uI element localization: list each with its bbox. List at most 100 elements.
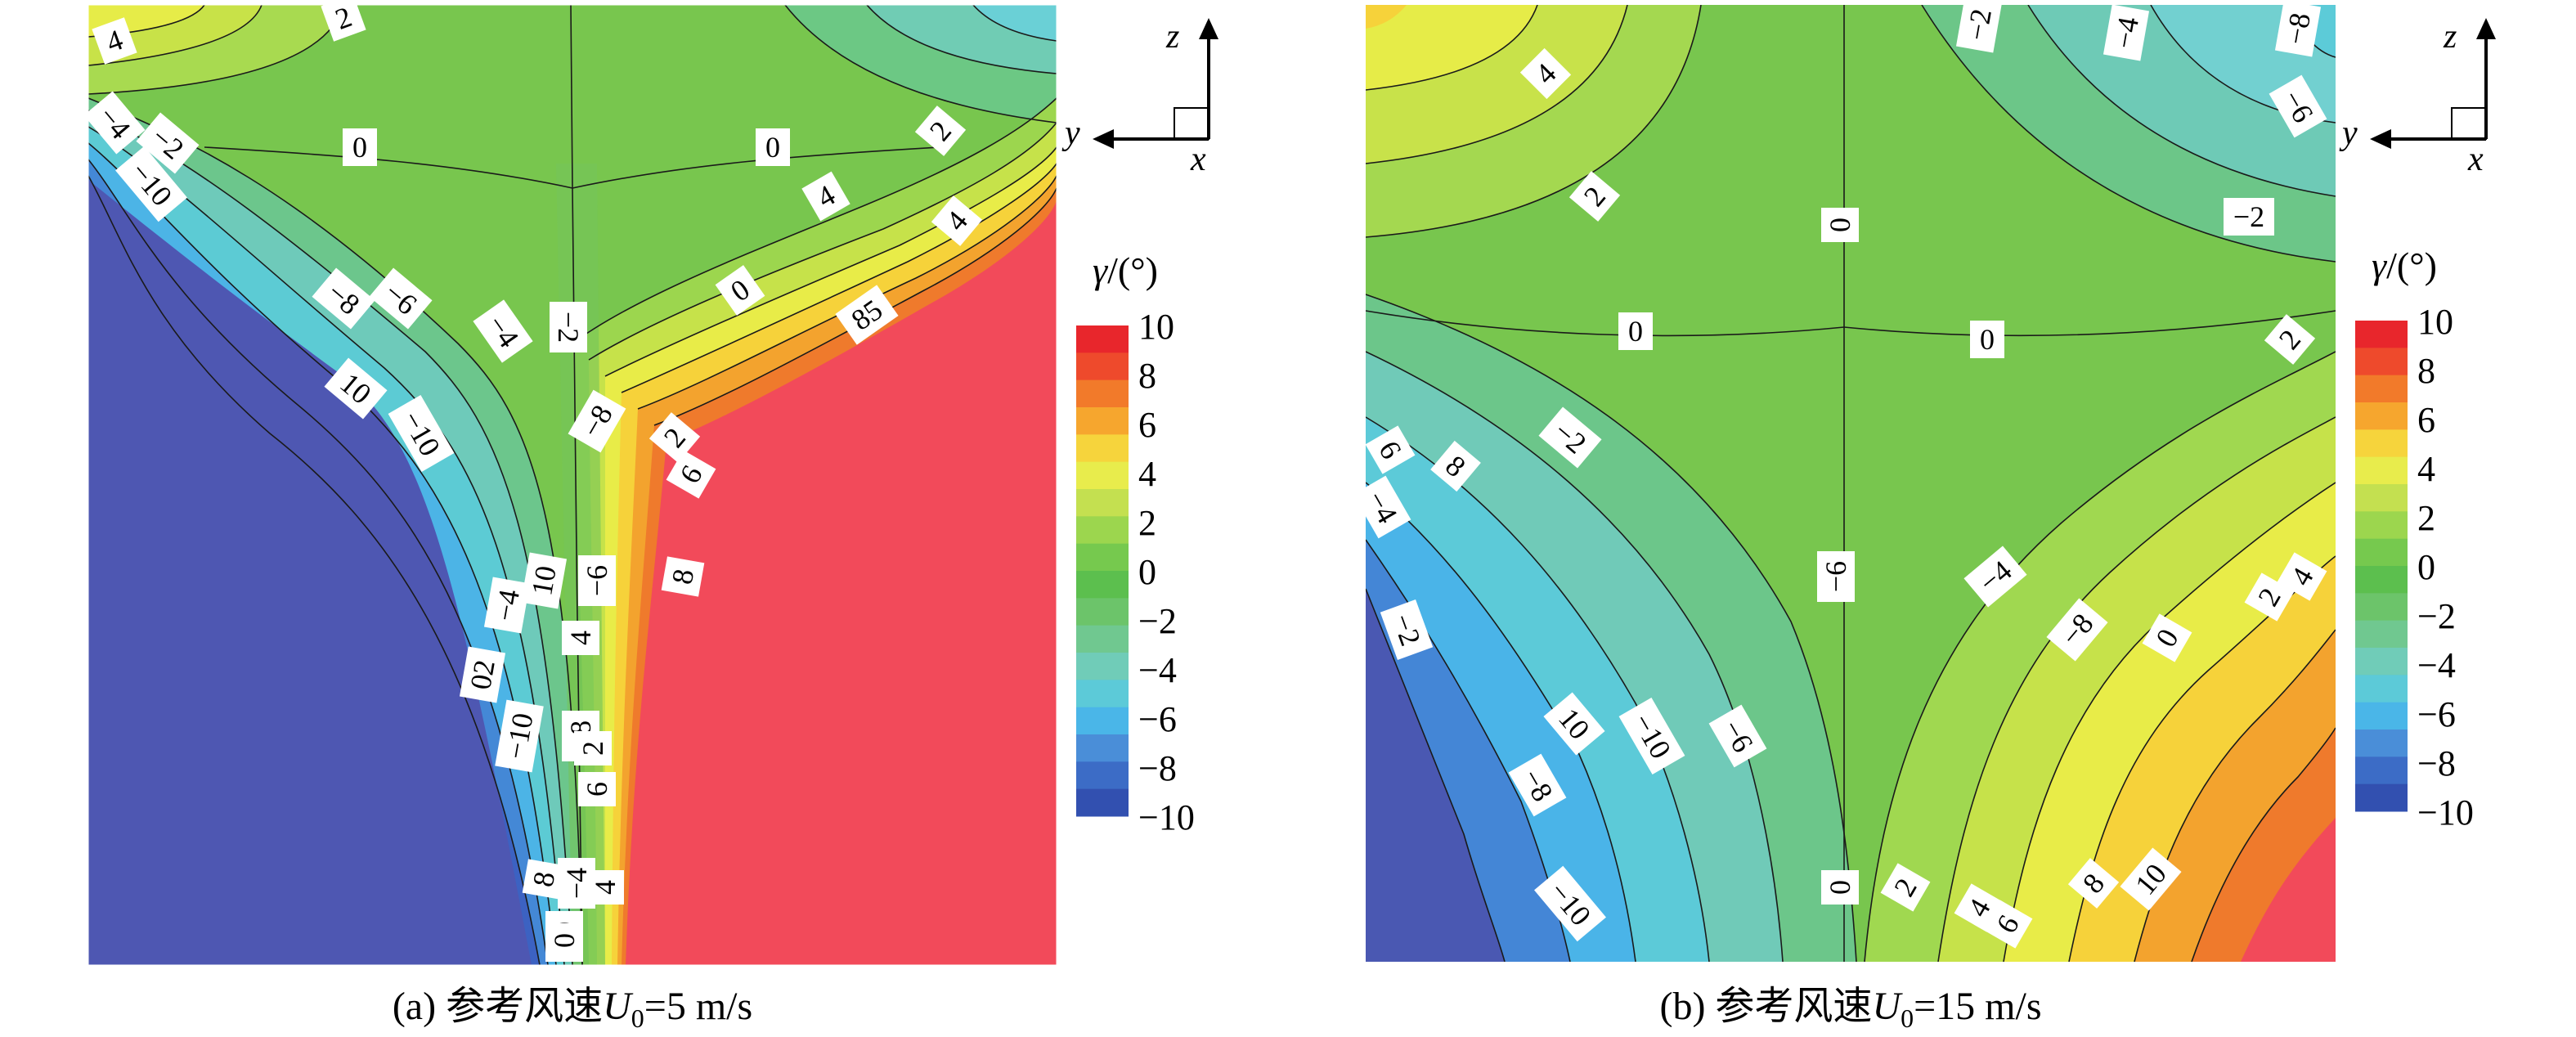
colorbar-a: 10 8 6 4 2 0 −2 −4 −6 −8 −10 γ/(°)	[1076, 249, 1195, 837]
contour-label: 4	[92, 17, 137, 65]
contour-label-text: 0	[1628, 315, 1643, 348]
contour-label: 2	[1568, 171, 1621, 222]
colorbar-tick-label: 2	[1138, 503, 1156, 543]
colorbar-swatch	[2355, 648, 2408, 676]
colorbar-tick-label: −10	[2417, 792, 2474, 833]
contour-label: −6	[1817, 551, 1855, 602]
colorbar-tick-label: −4	[1138, 650, 1177, 690]
contour-label: 8	[2067, 858, 2120, 909]
colorbar-swatch	[1076, 788, 1129, 817]
contour-label-text: −2	[552, 312, 585, 343]
axis-label-y: y	[1061, 114, 1080, 152]
colorbar-swatch	[2355, 456, 2408, 485]
colorbar-tick-label: 4	[1138, 454, 1156, 494]
axis-label-z: z	[1165, 18, 1179, 56]
colorbar-swatch	[2355, 375, 2408, 403]
contour-label-text: −2	[1960, 7, 1998, 43]
colorbar-swatch	[2355, 675, 2408, 703]
colorbar-tick-label: 4	[2417, 449, 2435, 489]
contour-label: 0	[1821, 870, 1859, 905]
colorbar-tick-label: 10	[1138, 307, 1174, 347]
caption-b: (b) 参考风速U0=15 m/s	[1659, 985, 2041, 1033]
colorbar-tick-label: 2	[2417, 498, 2435, 538]
contour-label-text: 2	[577, 741, 609, 756]
contour-label: −2	[136, 112, 200, 174]
contour-label: 0	[545, 923, 583, 958]
contour-label: 0	[1821, 208, 1859, 242]
colorbar-swatch	[1076, 625, 1129, 653]
contour-label-text: −6	[581, 565, 613, 596]
contour-label: 0	[1618, 312, 1653, 350]
colorbar-tick-label: −8	[2417, 743, 2456, 783]
contour-label: 4	[2277, 552, 2327, 601]
contour-label: −6	[578, 555, 616, 606]
colorbar-swatch	[2355, 348, 2408, 376]
axis-label-x: x	[2467, 141, 2484, 178]
colorbar-swatch	[2355, 484, 2408, 512]
colorbar-tick-label: 10	[2417, 302, 2453, 342]
colorbar-tick-label: −6	[1138, 699, 1177, 739]
contour-label: 2	[321, 0, 366, 42]
axis-label-y: y	[2339, 114, 2358, 152]
colorbar-swatch	[2355, 702, 2408, 730]
contour-label: −8	[2274, 0, 2322, 57]
contour-label-text: 6	[581, 782, 613, 797]
contour-panel-b	[1366, 5, 2336, 962]
contour-label-text: 0	[352, 131, 367, 164]
contour-label-text: −8	[2279, 11, 2317, 47]
colorbar-tick-label: −2	[1138, 601, 1177, 641]
caption-a: (a) 参考风速U0=5 m/s	[393, 985, 752, 1033]
contour-label-text: 0	[1824, 880, 1856, 895]
contour-label: 0	[343, 128, 377, 166]
axis-label-z: z	[2443, 18, 2457, 56]
colorbar-swatch	[1076, 434, 1129, 463]
colorbar-tick-label: −2	[2417, 596, 2456, 636]
contour-label: 6	[578, 772, 616, 806]
contour-label: 2	[648, 412, 701, 463]
colorbar-tick-label: −8	[1138, 748, 1177, 788]
colorbar-swatch	[2355, 402, 2408, 430]
colorbar-swatch	[1076, 489, 1129, 517]
contour-label: −4	[83, 91, 146, 155]
colorbar-tick-label: 6	[2417, 400, 2435, 440]
contour-label-text: −6	[1820, 561, 1852, 592]
contour-label-text: 4	[564, 631, 597, 645]
colorbar-tick-label: 6	[1138, 405, 1156, 445]
contour-label: 6	[1982, 900, 2033, 949]
contour-label: 8	[661, 556, 705, 597]
contour-label: 4	[801, 171, 850, 222]
axes-triad-b: z y x	[2339, 18, 2496, 178]
contour-label: 2	[2244, 572, 2295, 622]
contour-label: 4	[586, 870, 624, 905]
contour-label: 0	[1970, 321, 2004, 358]
colorbar-swatch	[2355, 593, 2408, 622]
contour-label: 6	[666, 450, 716, 499]
contour-panel-a	[88, 4, 1057, 966]
contour-label: −2	[2224, 198, 2274, 236]
colorbar-swatch	[2355, 538, 2408, 567]
colorbar-swatch	[1076, 571, 1129, 599]
colorbar-swatch	[1076, 461, 1129, 490]
contour-label-text: 0	[1824, 218, 1856, 232]
colorbar-title: γ/(°)	[1093, 249, 1158, 291]
colorbar-b: 10 8 6 4 2 0 −2 −4 −6 −8 −10 γ/(°)	[2355, 245, 2474, 833]
contour-label: 4	[1519, 47, 1572, 100]
contour-label: 02	[459, 646, 506, 703]
contour-label: 4	[562, 621, 599, 655]
colorbar-swatch	[1076, 680, 1129, 708]
colorbar-swatch	[2355, 566, 2408, 594]
colorbar-swatch	[1076, 352, 1129, 381]
colorbar-tick-label: −6	[2417, 694, 2456, 734]
contour-label: −2	[1380, 599, 1434, 660]
contour-label-text: −4	[488, 587, 526, 624]
contour-label: 6	[1365, 425, 1416, 474]
colorbar-swatch	[2355, 321, 2408, 348]
colorbar-swatch	[1076, 325, 1129, 353]
colorbar-tick-label: 0	[1138, 552, 1156, 592]
colorbar-swatch	[1076, 653, 1129, 680]
colorbar-swatch	[2355, 429, 2408, 458]
contour-label-text: 02	[464, 658, 501, 692]
colorbar-tick-label: −4	[2417, 645, 2456, 685]
